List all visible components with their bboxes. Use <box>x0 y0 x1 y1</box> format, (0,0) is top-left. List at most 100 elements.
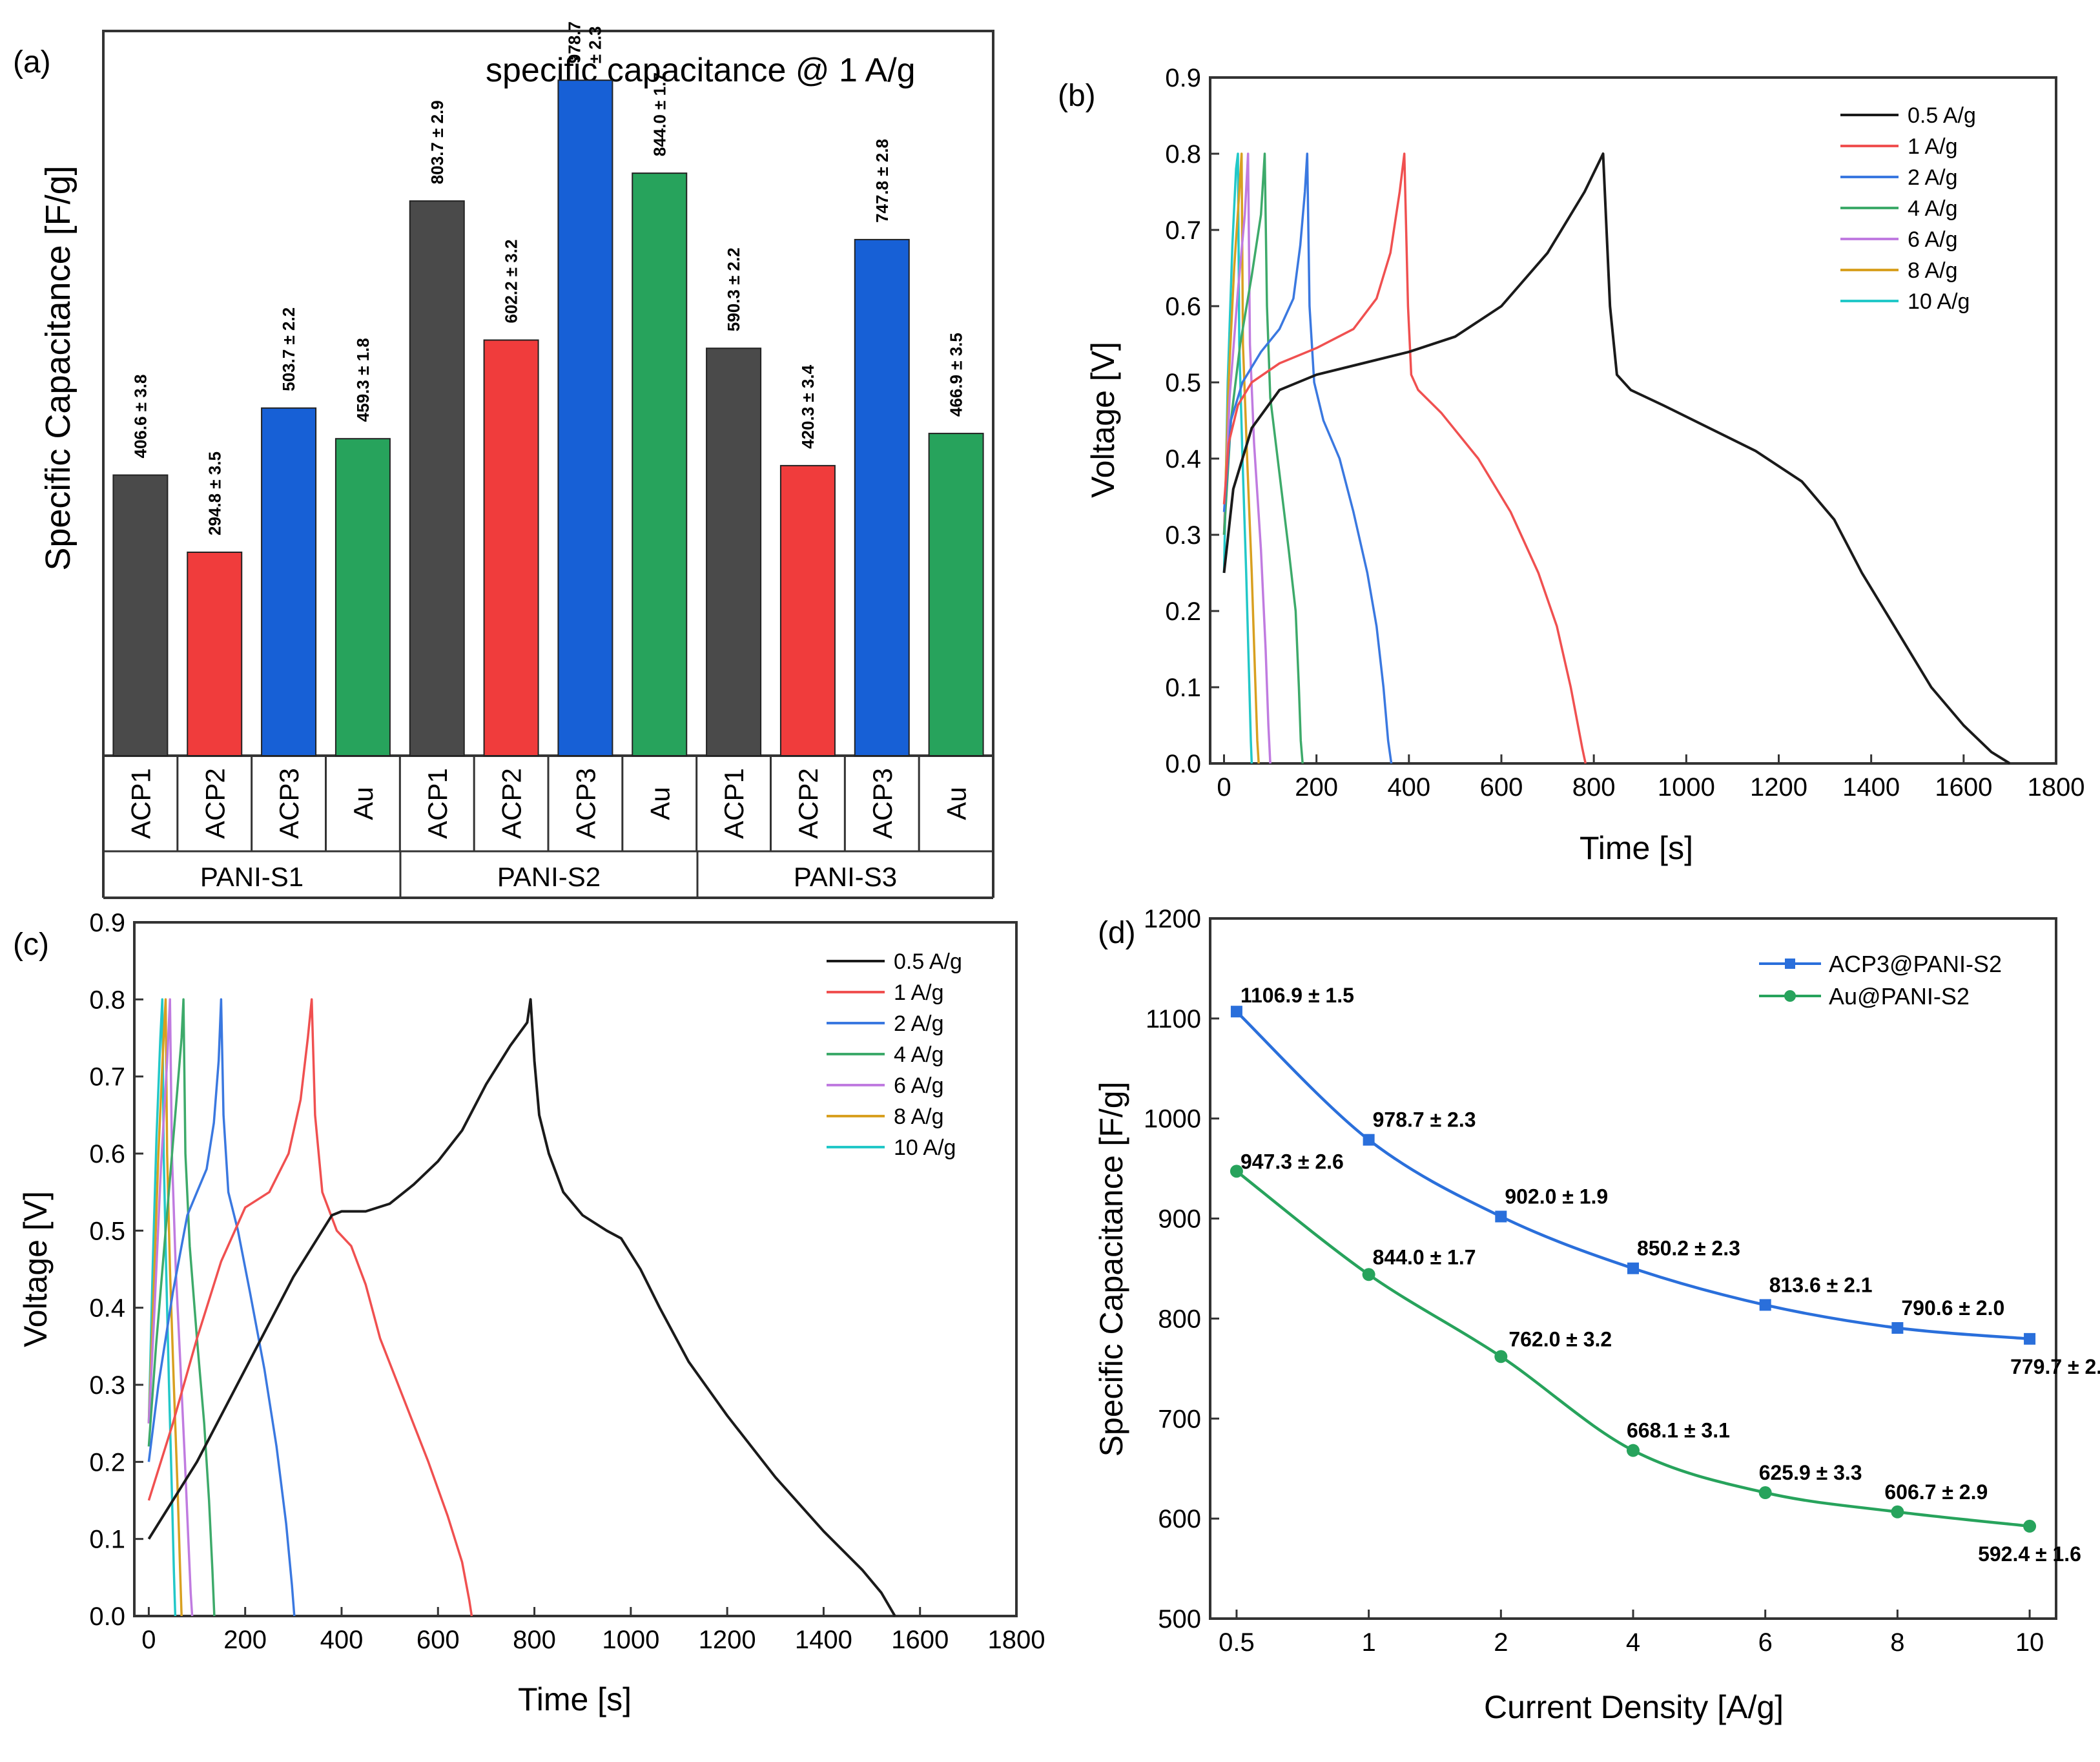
y-tick-label: 0.7 <box>89 1063 125 1092</box>
data-point-marker <box>1627 1444 1640 1457</box>
y-tick-label: 0.0 <box>1165 750 1201 778</box>
y-tick-label: 700 <box>1158 1405 1201 1433</box>
y-tick-label: 0.8 <box>1165 140 1201 169</box>
panel-c-axes: 0 200 400 600 800 1000 1200 1400 1600 1800 0.0 0.1 0… <box>89 909 1045 1654</box>
x-tick-label: 6 <box>1758 1628 1773 1657</box>
bar <box>779 464 836 757</box>
y-tick-label: 500 <box>1158 1605 1201 1633</box>
series-line <box>147 998 896 1617</box>
data-point-marker <box>1494 1350 1508 1363</box>
y-tick-label: 0.2 <box>1165 597 1201 626</box>
bar <box>928 433 984 756</box>
bar-value-label: 602.2 ± 3.2 <box>502 240 521 324</box>
data-point-label: 592.4 ± 1.6 <box>1978 1542 2081 1566</box>
panel-b-series <box>1222 152 2011 765</box>
x-tick-label: 1200 <box>1750 773 1807 802</box>
x-tick-label: 0 <box>1217 773 1231 802</box>
bar-value-label: 406.6 ± 3.8 <box>130 375 150 459</box>
data-point-label: 850.2 ± 2.3 <box>1637 1237 1740 1260</box>
bar <box>632 172 688 756</box>
panel-a-bars: 406.6 ± 3.8 294.8 ± 3.5 503.7 ± 2.2 459.3 ±… <box>112 21 984 851</box>
category-label: ACP2 <box>793 768 823 839</box>
bar-value-label: 844.0 ± 1.7 <box>650 72 669 156</box>
y-tick-label: 1200 <box>1144 905 1201 933</box>
series-line <box>147 998 296 1617</box>
data-point-marker <box>1230 1006 1242 1018</box>
bar-value-label: 803.7 ± 2.9 <box>427 100 447 184</box>
bar-value-label: 420.3 ± 3.4 <box>798 364 818 448</box>
series-line <box>1222 152 1271 764</box>
y-tick-label: 0.3 <box>1165 521 1201 550</box>
panel-c-plot-frame <box>133 921 1018 1617</box>
bar-value-label: 466.9 ± 3.5 <box>947 333 966 417</box>
legend-label: 2 A/g <box>894 1011 944 1036</box>
panel-b-plot-frame <box>1209 76 2057 765</box>
panel-b-xlabel: Time [s] <box>1580 830 1693 866</box>
x-tick-label: 600 <box>1480 773 1523 802</box>
legend-label: 10 A/g <box>1908 289 1970 314</box>
x-tick-label: 1400 <box>795 1626 852 1654</box>
category-label: ACP3 <box>867 768 898 839</box>
x-tick-label: 8 <box>1890 1628 1904 1657</box>
legend-label: 8 A/g <box>894 1104 944 1129</box>
panel-a-label: (a) <box>13 45 51 79</box>
panel-a: (a) specific capacitance @ 1 A/g Specifi… <box>13 21 994 899</box>
panel-d-series: 1106.9 ± 1.5 978.7 ± 2.3 902.0 ± 1.9 850.2 … <box>1230 984 2100 1566</box>
bar-value-label: 459.3 ± 1.8 <box>353 338 373 422</box>
series-line <box>147 998 177 1617</box>
x-tick-label: 400 <box>1387 773 1430 802</box>
series-line <box>147 998 473 1617</box>
x-tick-label: 1 <box>1362 1628 1376 1657</box>
x-tick-label: 1400 <box>1842 773 1900 802</box>
data-point-label: 947.3 ± 2.6 <box>1240 1150 1344 1173</box>
y-tick-label: 0.7 <box>1165 216 1201 245</box>
x-tick-label: 1000 <box>1658 773 1715 802</box>
data-point-label: 606.7 ± 2.9 <box>1884 1480 1988 1504</box>
panel-c-xlabel: Time [s] <box>518 1681 632 1717</box>
data-point-marker <box>1759 1299 1771 1311</box>
x-tick-label: 1000 <box>602 1626 659 1654</box>
bar <box>854 238 910 756</box>
panel-d-legend: ACP3@PANI-S2 Au@PANI-S2 <box>1759 951 2002 1010</box>
bar <box>335 438 391 756</box>
panel-c-ylabel: Voltage [V] <box>17 1191 54 1347</box>
legend-label: 6 A/g <box>894 1073 944 1098</box>
bar-value-label: 747.8 ± 2.8 <box>872 139 892 223</box>
category-label: Au <box>348 787 378 820</box>
y-tick-label: 1100 <box>1146 1005 1201 1033</box>
bar-value-label: 590.3 ± 2.2 <box>724 247 743 331</box>
legend-label: 1 A/g <box>1908 134 1958 159</box>
bar-value-label: 294.8 ± 3.5 <box>205 451 224 535</box>
data-point-marker <box>1363 1134 1375 1146</box>
y-tick-label: 1000 <box>1144 1105 1201 1134</box>
legend-label: ACP3@PANI-S2 <box>1829 951 2002 977</box>
category-label: ACP2 <box>200 768 230 839</box>
panel-b: (b) Voltage [V] Time [s] 0 200 400 600 800 10… <box>1058 64 2085 866</box>
category-label: Au <box>942 787 972 820</box>
y-tick-label: 600 <box>1158 1505 1201 1533</box>
data-point-label: 779.7 ± 2.6 <box>2010 1355 2100 1378</box>
panel-b-label: (b) <box>1058 79 1096 113</box>
category-label: Au <box>644 787 675 820</box>
data-point-label: 668.1 ± 3.1 <box>1627 1419 1730 1442</box>
y-tick-label: 0.2 <box>89 1448 125 1477</box>
x-tick-label: 1200 <box>699 1626 756 1654</box>
x-tick-label: 800 <box>1572 773 1616 802</box>
x-tick-label: 600 <box>417 1626 460 1654</box>
panel-b-legend: 0.5 A/g 1 A/g 2 A/g 4 A/g 6 A/g 8 A/g 10 A/g <box>1840 103 1976 314</box>
y-tick-label: 0.5 <box>1165 369 1201 397</box>
panel-d-label: (d) <box>1098 916 1136 950</box>
legend-label: Au@PANI-S2 <box>1829 983 1970 1010</box>
category-label: ACP1 <box>422 768 453 839</box>
bar <box>261 407 317 756</box>
data-point-label: 902.0 ± 1.9 <box>1505 1185 1608 1208</box>
x-tick-label: 10 <box>2015 1628 2044 1657</box>
legend-marker <box>1784 990 1796 1002</box>
y-tick-label: 0.9 <box>1165 64 1201 92</box>
panel-d: (d) Specific Capacitance [F/g] Current D… <box>1093 905 2100 1725</box>
panel-b-ylabel: Voltage [V] <box>1085 342 1121 498</box>
x-tick-label: 1600 <box>1935 773 1992 802</box>
x-tick-label: 200 <box>1295 773 1338 802</box>
legend-marker <box>1785 959 1795 969</box>
